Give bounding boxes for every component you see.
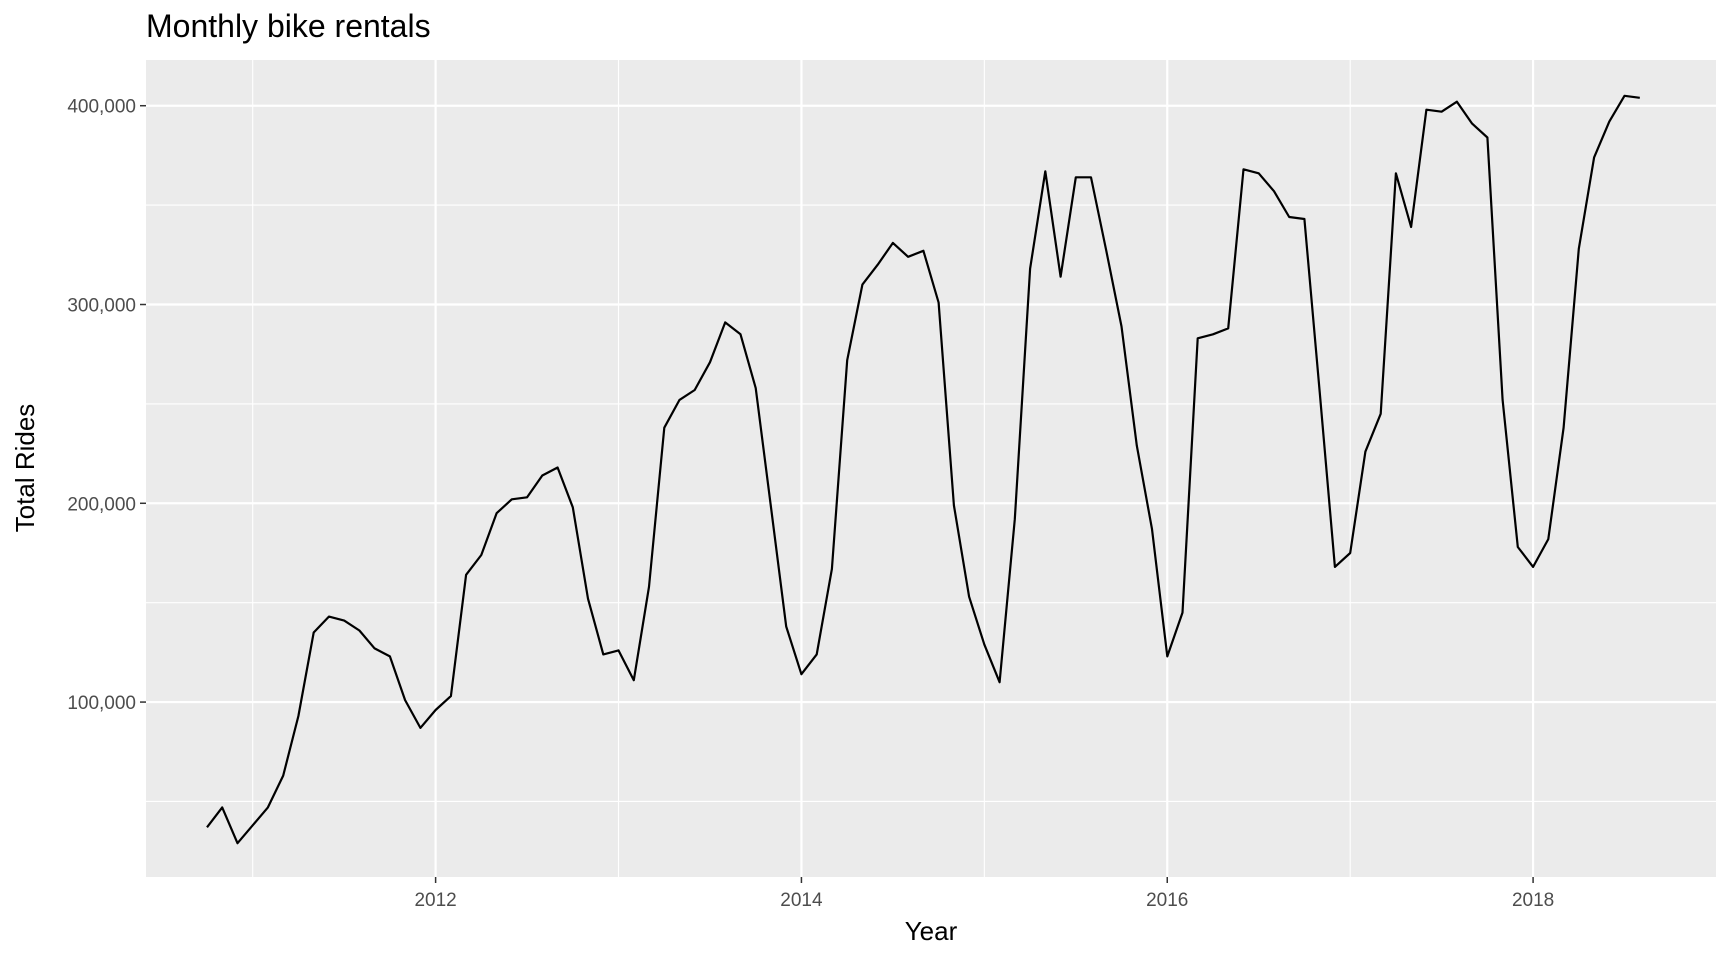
y-tick-label: 200,000: [67, 494, 136, 515]
plot-panel: [146, 60, 1716, 877]
x-axis: 2012 2014 2016 2018: [414, 877, 1554, 911]
x-tick-label: 2016: [1146, 890, 1188, 911]
y-tick-label: 300,000: [67, 296, 136, 317]
y-tick-label: 100,000: [67, 693, 136, 714]
series-line: [206, 94, 1640, 845]
x-tick-label: 2014: [780, 890, 823, 911]
grid-major: [146, 60, 1716, 877]
chart-title: Monthly bike rentals: [146, 8, 431, 44]
x-tick-label: 2018: [1512, 890, 1554, 911]
x-tick-label: 2012: [414, 890, 456, 911]
y-axis: 100,000 200,000 300,000 400,000: [67, 97, 146, 714]
y-tick-label: 400,000: [67, 97, 136, 118]
x-axis-title: Year: [905, 916, 958, 946]
y-axis-title: Total Rides: [10, 404, 40, 533]
grid-minor: [146, 60, 1716, 877]
